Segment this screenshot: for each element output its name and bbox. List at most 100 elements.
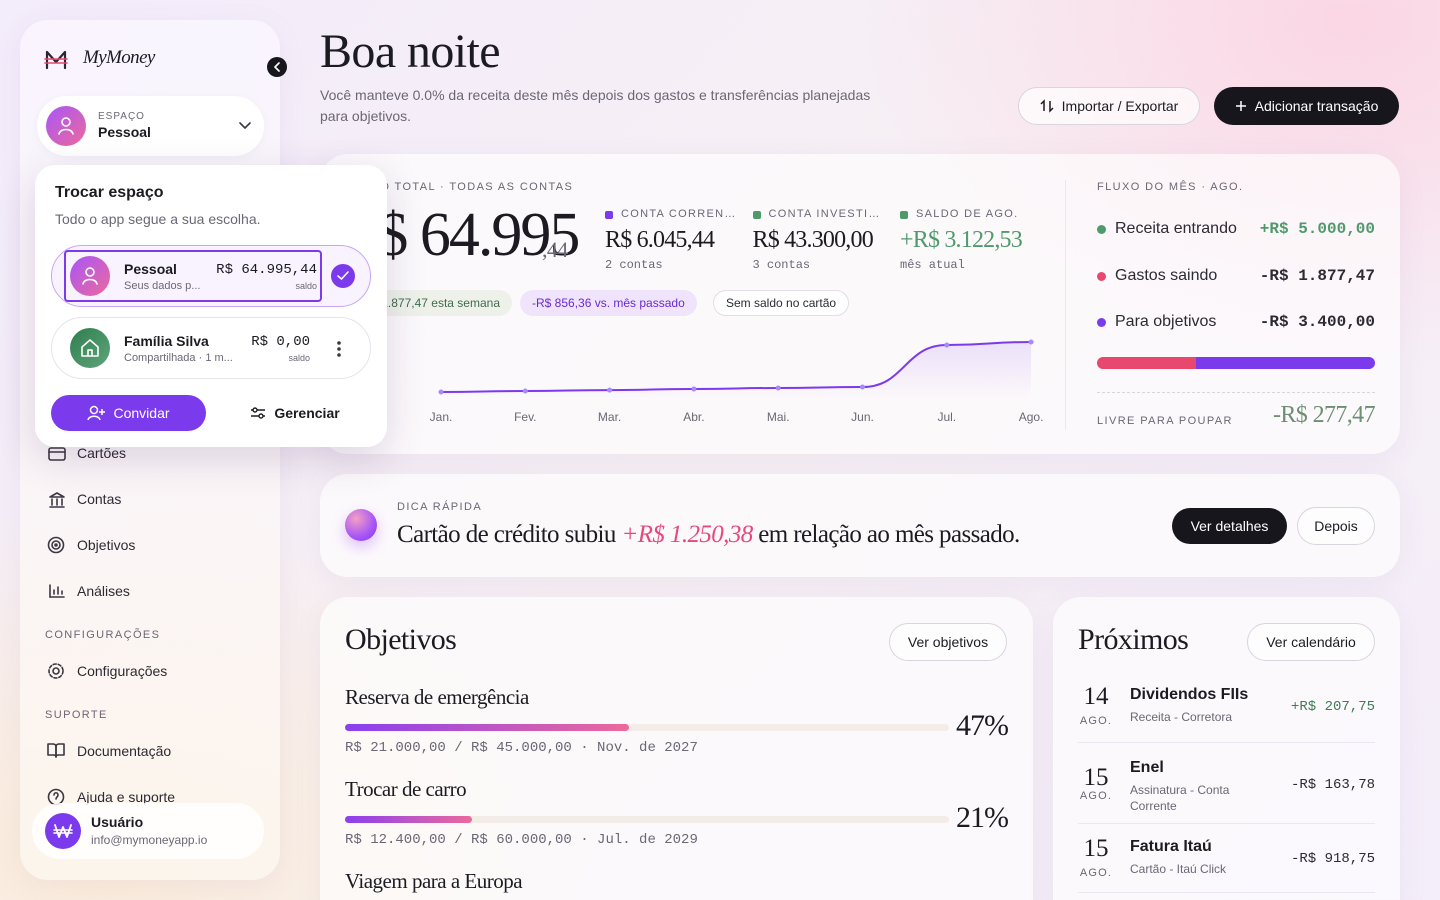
x-tick-label: Mar. [598,410,621,424]
x-tick-label: Jan. [430,410,453,424]
import-button[interactable]: Importar / Exportar [1018,87,1200,125]
goal-name: Reserva de emergência [345,685,529,709]
point [522,388,528,394]
page-subtitle: Você manteve 0.0% da receita deste mês d… [320,87,871,124]
space-detail: Seus dados p... [124,280,201,292]
space-option[interactable]: Família Silva Compartilhada · 1 m... R$ … [51,317,371,379]
invite-button[interactable]: Convidar [51,395,206,431]
space-balance: R$ 0,00 [251,334,310,350]
free-label: LIVRE PARA POUPAR [1097,415,1233,427]
divider [1065,180,1066,430]
point [775,385,781,391]
line-area [441,342,1032,400]
collapse-button[interactable] [267,57,287,77]
account-detail: 3 contas [752,258,811,272]
user-icon [82,267,98,285]
tip-highlight: +R$ 1.250,38 [621,521,753,548]
flow-segment [1195,357,1375,369]
event-month: AGO. [1079,790,1113,802]
section-title: SUPORTE [45,709,108,721]
event-amount: +R$ 207,75 [1290,699,1375,715]
invite-icon [87,405,106,421]
space-name: Família Silva [124,333,209,349]
chart-icon [49,584,65,598]
page-title: Boa noite [320,25,501,78]
swap-icon [1040,99,1054,113]
x-tick-label: Jun. [851,410,874,424]
sidebar: MyMoney ESPAÇO Pessoal Cartões Contas Ob… [20,20,280,880]
switcher-subtitle: Todo o app segue a sua escolha. [55,211,261,227]
tip-secondary[interactable]: Depois [1297,507,1375,545]
nav-item[interactable]: Objetivos [77,537,136,553]
account-detail: mês atual [900,258,965,272]
goal-track [345,816,949,823]
account-detail: 2 contas [605,258,663,272]
manage-button[interactable]: Gerenciar [235,395,355,431]
event-divider [1078,892,1375,893]
event-month: AGO. [1079,867,1113,879]
account-bullet [752,211,761,219]
x-tick-label: Ago. [1019,410,1044,424]
x-tick-label: Mai. [767,410,790,424]
collapse-icon [274,62,280,72]
balance-cents: ,44 [542,237,568,262]
point [944,342,950,348]
book-icon [47,743,65,758]
free-amount: -R$ 277,47 [1272,402,1376,428]
check-icon [337,271,349,280]
space-switcher: Trocar espaço Todo o app segue a sua esc… [35,165,387,447]
selected-check [331,264,355,288]
flow-label: Para objetivos [1115,313,1217,330]
user-email: info@mymoneyapp.io [91,833,208,847]
tip-primary[interactable]: Ver detalhes [1172,508,1287,544]
balance-label: SALDO TOTAL · TODAS AS CONTAS [346,181,574,193]
goal-name: Trocar de carro [345,777,467,801]
flow-label: Receita entrando [1115,220,1237,237]
x-tick-label: Jul. [937,410,956,424]
event-detail: Receita - Corretora [1130,710,1233,724]
user-avatar-mark [53,824,73,838]
add-button[interactable]: Adicionar transação [1214,87,1399,125]
more-icon[interactable] [336,340,342,358]
brand: MyMoney [83,47,155,68]
manage-label: Gerenciar [274,405,340,421]
chip: -R$ 856,36 vs. mês passado [520,290,697,316]
event-detail: Cartão - Itaú Click [1130,862,1227,876]
goal-detail: R$ 12.400,00 / R$ 60.000,00 · Jul. de 20… [345,832,698,848]
tip-orb [345,509,377,541]
section-title: CONFIGURAÇÕES [45,629,161,641]
goals-action[interactable]: Ver objetivos [889,623,1007,661]
event-detail: Assinatura - Conta Corrente [1130,783,1230,813]
balance-chart: Jan. Fev. Mar. Abr. Mai. Jun. Jul. Ago. [430,339,1044,424]
flow-bar [1097,357,1375,369]
account-label: CONTA CORREN… [621,208,737,220]
tip-text: Cartão de crédito subiu +R$ 1.250,38 em … [397,521,1020,549]
space-selector[interactable]: ESPAÇO Pessoal [37,96,264,156]
x-tick-label: Abr. [683,410,704,424]
account-amount: +R$ 3.122,53 [900,227,1023,253]
line [440,341,1032,393]
chevron [239,122,251,129]
nav-item[interactable]: Documentação [77,743,172,759]
goal-progress [345,724,629,731]
nav-item[interactable]: Contas [77,491,122,507]
space-option[interactable]: Pessoal Seus dados p... R$ 64.995,44 sal… [51,245,371,307]
point [860,384,865,390]
sliders-icon [251,407,266,419]
nav-item[interactable]: Ajuda e suporte [77,789,176,805]
nav-item[interactable]: Análises [77,583,130,599]
account-bullet [605,211,613,219]
focus-ring [64,250,322,302]
upcoming-action[interactable]: Ver calendário [1247,623,1375,661]
event-month: AGO. [1079,715,1113,727]
goal-progress [345,816,472,823]
nav-item[interactable]: Cartões [77,445,127,461]
goals-title: Objetivos [345,623,457,656]
space-balance-label: saldo [295,281,317,291]
nav-item[interactable]: Configurações [77,663,168,679]
space-balance-label: saldo [288,353,310,363]
user-icon [58,117,74,135]
user-card[interactable]: Usuário info@mymoneyapp.io [32,803,264,859]
balance-card: SALDO TOTAL · TODAS AS CONTAS R$ 64.995 … [320,154,1400,454]
